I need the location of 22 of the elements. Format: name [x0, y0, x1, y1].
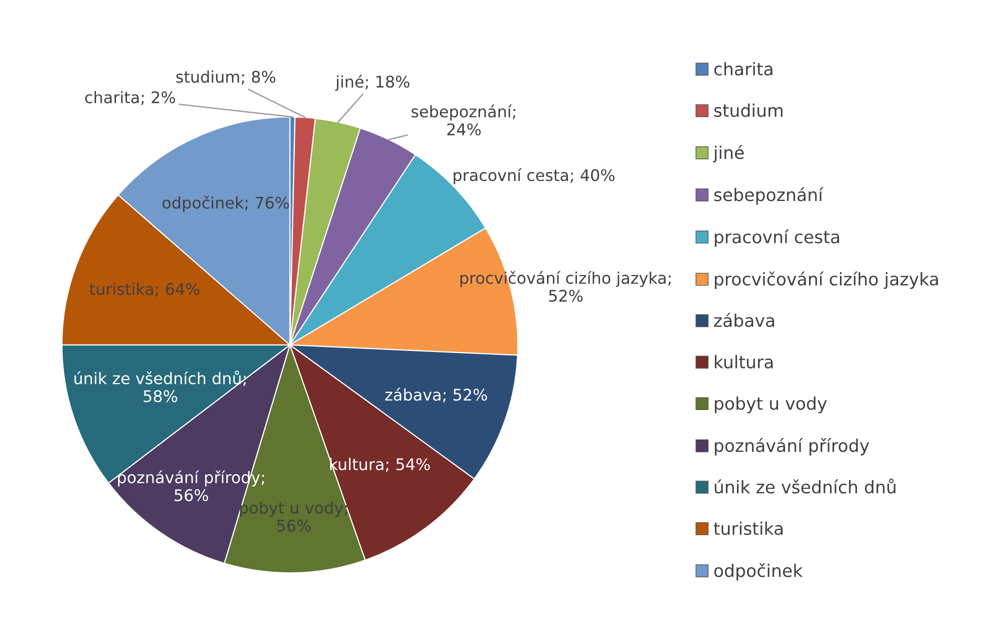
data-label: jiné; 18%	[335, 74, 410, 91]
legend-label: pracovní cesta	[714, 229, 840, 247]
data-label: turistika; 64%	[90, 282, 200, 297]
legend-label: poznávání přírody	[714, 438, 870, 456]
legend-label: únik ze všedních dnů	[714, 478, 896, 494]
legend-label: sebepoznání	[714, 187, 824, 205]
data-label: sebepoznání; 24%	[412, 104, 516, 136]
data-label: zábava; 52%	[385, 388, 487, 402]
data-label: odpočinek; 76%	[162, 196, 289, 212]
legend-label: procvičování cizího jazyka	[714, 271, 938, 289]
legend-label: charita	[714, 62, 772, 76]
legend-label: jiné	[713, 144, 744, 162]
legend-label: studium	[714, 104, 782, 117]
legend-label: turistika	[714, 522, 783, 535]
data-label: studium; 8%	[176, 70, 276, 84]
legend-label: odpočinek	[714, 563, 803, 581]
data-label: charita; 2%	[85, 90, 176, 105]
data-label: pracovní cesta; 40%	[454, 168, 614, 184]
data-label: únik ze všedních dnů; 58%	[74, 370, 246, 402]
legend-label: kultura	[714, 355, 773, 368]
legend-label: pobyt u vody	[714, 396, 827, 414]
legend-label: zábava	[714, 312, 774, 328]
